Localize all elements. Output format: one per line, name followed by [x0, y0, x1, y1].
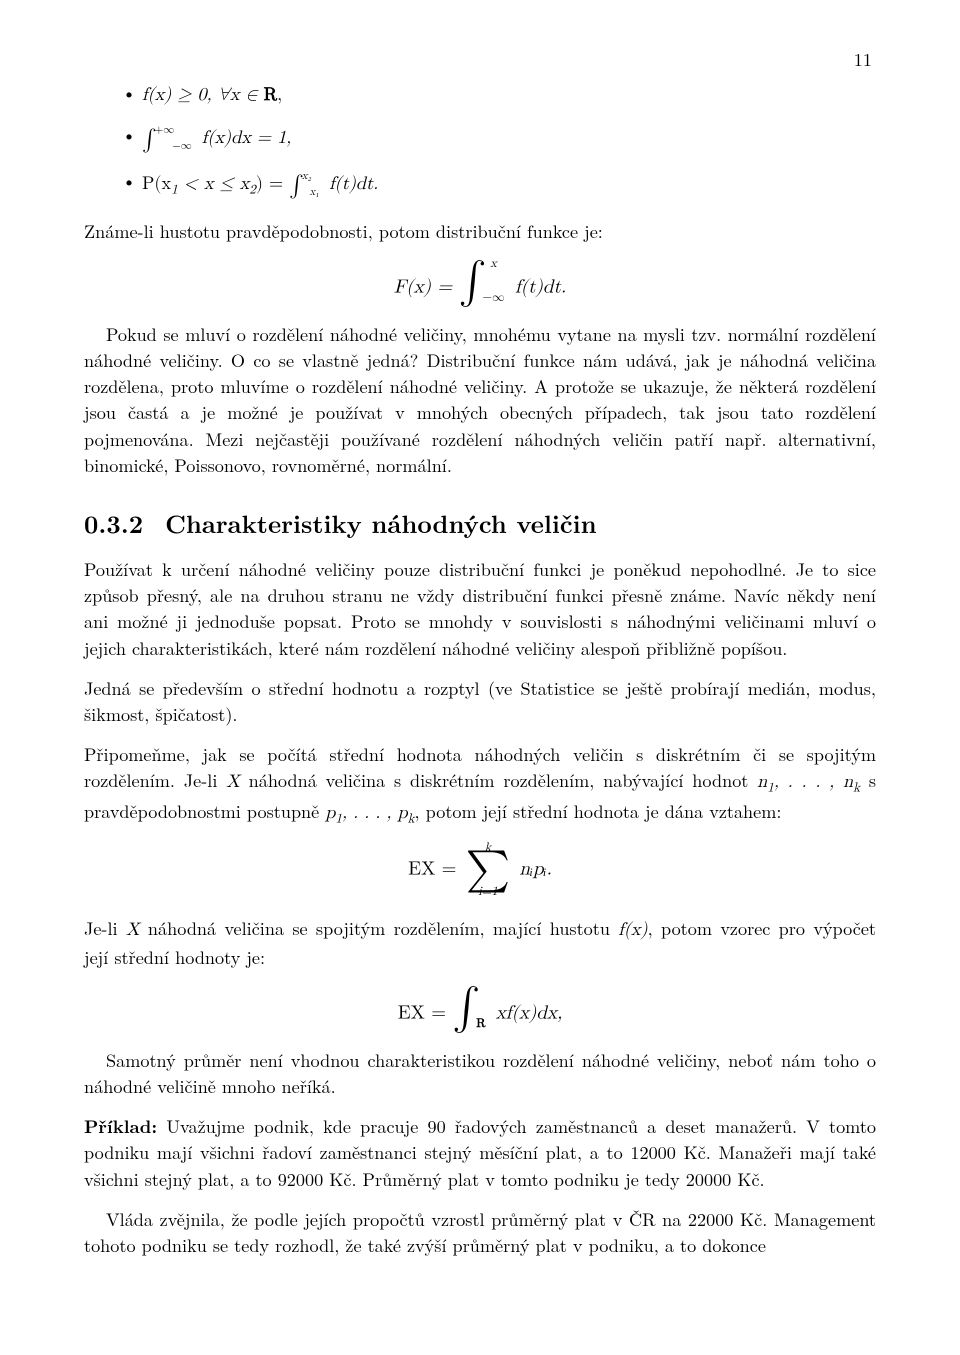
math-inline: f(x) ≥ 0, ∀x ∈ R, — [142, 85, 282, 104]
bullet-item-3: P(x1 < x ≤ x2) = ∫x₂x₁ f(t)dt. — [122, 168, 876, 200]
eq-lhs: EX = — [408, 860, 463, 879]
paragraph-5: Je-li X náhodná veličina se spojitým roz… — [84, 915, 876, 969]
text: f(x)dx = 1, — [196, 128, 291, 147]
text: náhodná veličina s diskrétním rozdělením… — [240, 767, 757, 793]
paragraph-6: Samotný průměr není vhodnou charakterist… — [84, 1047, 876, 1099]
paragraph-1: Pokud se mluví o rozdělení náhodné velič… — [84, 321, 876, 478]
paragraph-7: Příklad: Uvažujme podnik, kde pracuje 90… — [84, 1113, 876, 1192]
eq-lhs: F(x) = — [394, 277, 459, 296]
sum-lower: i=1 — [478, 886, 497, 900]
text: P(x — [142, 174, 171, 193]
limit-lower: x₁ — [309, 187, 319, 198]
example-label: Příklad: — [84, 1113, 157, 1139]
text: < x ≤ x — [178, 174, 250, 193]
bullet-item-1: f(x) ≥ 0, ∀x ∈ R, — [122, 80, 876, 108]
math-inline: P(x1 < x ≤ x2) = ∫x₂x₁ f(t)dt. — [142, 174, 378, 193]
integral-sign: ∫ — [452, 990, 480, 1028]
text: ) = — [256, 174, 289, 193]
paragraph-2: Používat k určení náhodné veličiny pouze… — [84, 556, 876, 661]
integral: ∫ R — [452, 984, 489, 1031]
text: náhodná veličina se spojitým rozdělením,… — [140, 915, 619, 941]
text: , — [277, 85, 282, 104]
integral: ∫ x −∞ — [458, 258, 508, 305]
eq-body: xf(x)dx, — [496, 1003, 563, 1022]
paragraph-3: Jedná se především o střední hodnotu a r… — [84, 675, 876, 727]
intro-text: Známe-li hustotu pravděpodobnosti, potom… — [84, 218, 876, 244]
eq-body: nᵢpᵢ. — [519, 860, 551, 879]
limit-upper: x₂ — [302, 171, 312, 182]
bullet-list: f(x) ≥ 0, ∀x ∈ R, ∫+∞−∞ f(x)dx = 1, P(x1… — [122, 80, 876, 200]
math-inline: ∫+∞−∞ f(x)dx = 1, — [142, 128, 291, 147]
section-heading: 0.3.2 Charakteristiky náhodných veličin — [84, 506, 876, 542]
page-number: 11 — [854, 46, 872, 72]
section-number: 0.3.2 — [84, 506, 143, 541]
text: f(x) ≥ 0, ∀x ∈ — [142, 85, 258, 104]
integral-sign: ∫ — [458, 264, 486, 302]
text: f(t)dt. — [323, 174, 378, 193]
bullet-item-2: ∫+∞−∞ f(x)dx = 1, — [122, 122, 876, 154]
equation-3: EX = ∫ R xf(x)dx, — [84, 984, 876, 1031]
eq-body: f(t)dt. — [515, 277, 566, 296]
sum-sign: ∑ — [466, 856, 510, 885]
paragraph-4: Připomeňme, jak se počítá střední hodnot… — [84, 741, 876, 828]
equation-2: EX = k ∑ i=1 nᵢpᵢ. — [84, 842, 876, 899]
eq-lhs: EX = — [398, 1003, 453, 1022]
text: , potom její střední hodnota je dána vzt… — [414, 798, 781, 824]
limit-upper: +∞ — [155, 125, 175, 136]
paragraph-8: Vláda zvějnila, že podle jejích propočtů… — [84, 1206, 876, 1258]
equation-1: F(x) = ∫ x −∞ f(t)dt. — [84, 258, 876, 305]
limit-lower: −∞ — [172, 141, 192, 152]
summation: k ∑ i=1 — [466, 842, 510, 899]
section-title: Charakteristiky náhodných veličin — [165, 506, 597, 541]
set-R: R — [264, 85, 277, 104]
document-page: 11 f(x) ≥ 0, ∀x ∈ R, ∫+∞−∞ f(x)dx = 1, P… — [0, 0, 960, 1355]
text: Je-li — [84, 915, 126, 941]
text: Uvažujme podnik, kde pracuje 90 řadových… — [84, 1113, 876, 1191]
